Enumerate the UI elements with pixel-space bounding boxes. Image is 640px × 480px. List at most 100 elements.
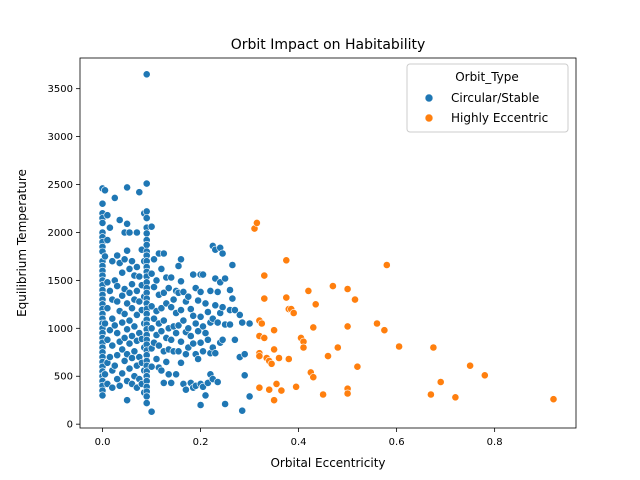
data-point <box>196 338 205 347</box>
data-point <box>147 302 156 311</box>
y-tick-label: 1000 <box>48 324 73 335</box>
legend-label-highly-eccentric: Highly Eccentric <box>451 111 548 125</box>
data-point <box>142 392 151 401</box>
data-point <box>157 327 166 336</box>
x-tick-label: 0.0 <box>95 437 111 448</box>
data-point <box>128 280 136 289</box>
data-point <box>162 357 171 366</box>
data-point <box>108 341 117 350</box>
data-point <box>260 333 269 342</box>
data-point <box>304 286 313 295</box>
points-layer <box>98 70 558 416</box>
data-point <box>174 321 183 330</box>
data-point <box>282 293 291 302</box>
x-tick-label: 0.4 <box>291 437 307 448</box>
y-tick-label: 1500 <box>48 276 73 287</box>
data-point <box>108 383 117 392</box>
data-point <box>201 299 210 308</box>
data-point <box>152 276 161 285</box>
data-point <box>142 179 151 188</box>
data-point <box>135 297 144 306</box>
data-point <box>186 332 195 340</box>
data-point <box>177 337 185 346</box>
data-point <box>213 378 222 386</box>
data-point <box>257 319 266 328</box>
data-point <box>147 362 156 371</box>
data-point <box>101 186 109 195</box>
data-point <box>101 252 109 261</box>
data-point <box>101 370 109 379</box>
chart-title: Orbit Impact on Habitability <box>231 37 426 53</box>
data-point <box>270 345 278 354</box>
data-point <box>150 314 158 323</box>
data-point <box>110 361 119 370</box>
data-point <box>213 318 222 327</box>
data-point <box>103 236 112 244</box>
data-point <box>199 322 207 331</box>
data-point <box>218 335 227 344</box>
y-tick-label: 2500 <box>48 180 73 191</box>
data-point <box>125 264 134 273</box>
data-point <box>113 297 122 306</box>
data-point <box>120 333 129 342</box>
data-point <box>311 300 320 309</box>
data-point <box>230 335 239 344</box>
data-point <box>135 272 144 281</box>
data-point <box>451 393 460 402</box>
y-tick-label: 0 <box>67 420 73 431</box>
legend-box <box>406 63 569 133</box>
data-point <box>125 339 134 348</box>
data-point <box>103 304 112 313</box>
data-point <box>179 316 188 325</box>
data-point <box>252 218 261 227</box>
data-point <box>181 385 190 394</box>
data-point <box>343 285 352 293</box>
data-point <box>125 316 134 325</box>
data-point <box>177 255 185 264</box>
plot-area-frame <box>79 57 577 429</box>
data-point <box>343 322 352 331</box>
data-point <box>150 255 158 264</box>
legend: Orbit_Type Circular/Stable Highly Eccent… <box>406 63 569 133</box>
data-point <box>123 219 131 228</box>
data-point <box>174 262 183 270</box>
data-point <box>174 347 183 356</box>
data-point <box>150 283 158 291</box>
data-point <box>179 287 188 296</box>
data-point <box>218 249 227 258</box>
series-0 <box>98 70 254 416</box>
data-point <box>164 370 173 379</box>
data-point <box>142 399 151 407</box>
data-point <box>228 261 237 269</box>
data-point <box>292 382 300 391</box>
data-point <box>245 392 254 401</box>
data-point <box>191 319 200 328</box>
data-point <box>351 295 359 304</box>
data-point <box>380 326 389 335</box>
data-point <box>272 379 281 388</box>
data-point <box>221 274 229 283</box>
data-point <box>194 355 202 363</box>
data-point <box>159 378 168 387</box>
legend-label-circular-stable: Circular/Stable <box>451 91 539 105</box>
data-point <box>382 261 391 269</box>
data-point <box>123 299 131 308</box>
data-point <box>211 301 220 310</box>
data-point <box>199 270 207 279</box>
data-point <box>184 324 193 333</box>
data-point <box>373 319 381 328</box>
data-point <box>142 229 151 238</box>
y-tick-label: 2000 <box>48 228 73 239</box>
data-point <box>123 325 131 334</box>
data-point <box>125 288 134 297</box>
data-point <box>181 350 190 359</box>
data-point <box>221 400 229 408</box>
data-point <box>115 216 124 224</box>
data-point <box>103 211 112 220</box>
data-point <box>466 361 474 370</box>
data-point <box>282 256 291 265</box>
data-point <box>196 287 205 296</box>
data-point <box>203 335 212 344</box>
data-point <box>353 362 362 371</box>
data-point <box>142 207 151 216</box>
